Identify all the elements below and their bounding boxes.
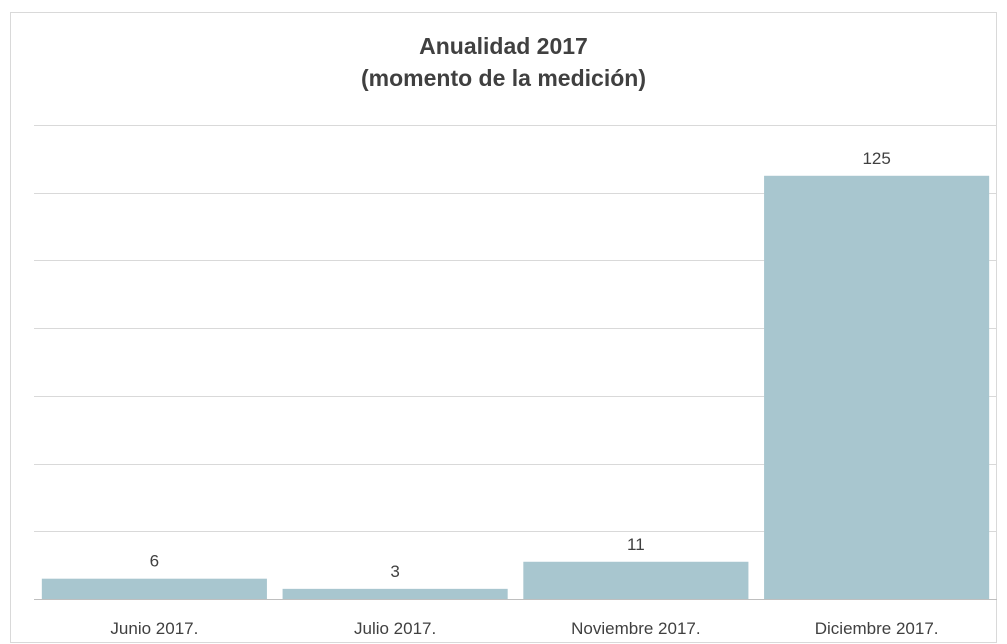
data-label: 11 xyxy=(627,535,645,554)
bar xyxy=(282,588,508,599)
data-label: 3 xyxy=(390,562,399,581)
chart-title-block: Anualidad 2017 (momento de la medición) xyxy=(0,30,1007,94)
chart-title: Anualidad 2017 xyxy=(419,33,588,59)
category-label: Diciembre 2017. xyxy=(815,619,939,638)
data-label: 125 xyxy=(862,149,890,168)
chart-subtitle: (momento de la medición) xyxy=(361,65,646,91)
category-label: Junio 2017. xyxy=(110,619,198,638)
bar xyxy=(41,578,267,599)
category-label: Julio 2017. xyxy=(354,619,436,638)
bar xyxy=(764,175,990,600)
data-label: 6 xyxy=(150,552,159,571)
category-label: Noviembre 2017. xyxy=(571,619,700,638)
bar xyxy=(523,561,749,599)
